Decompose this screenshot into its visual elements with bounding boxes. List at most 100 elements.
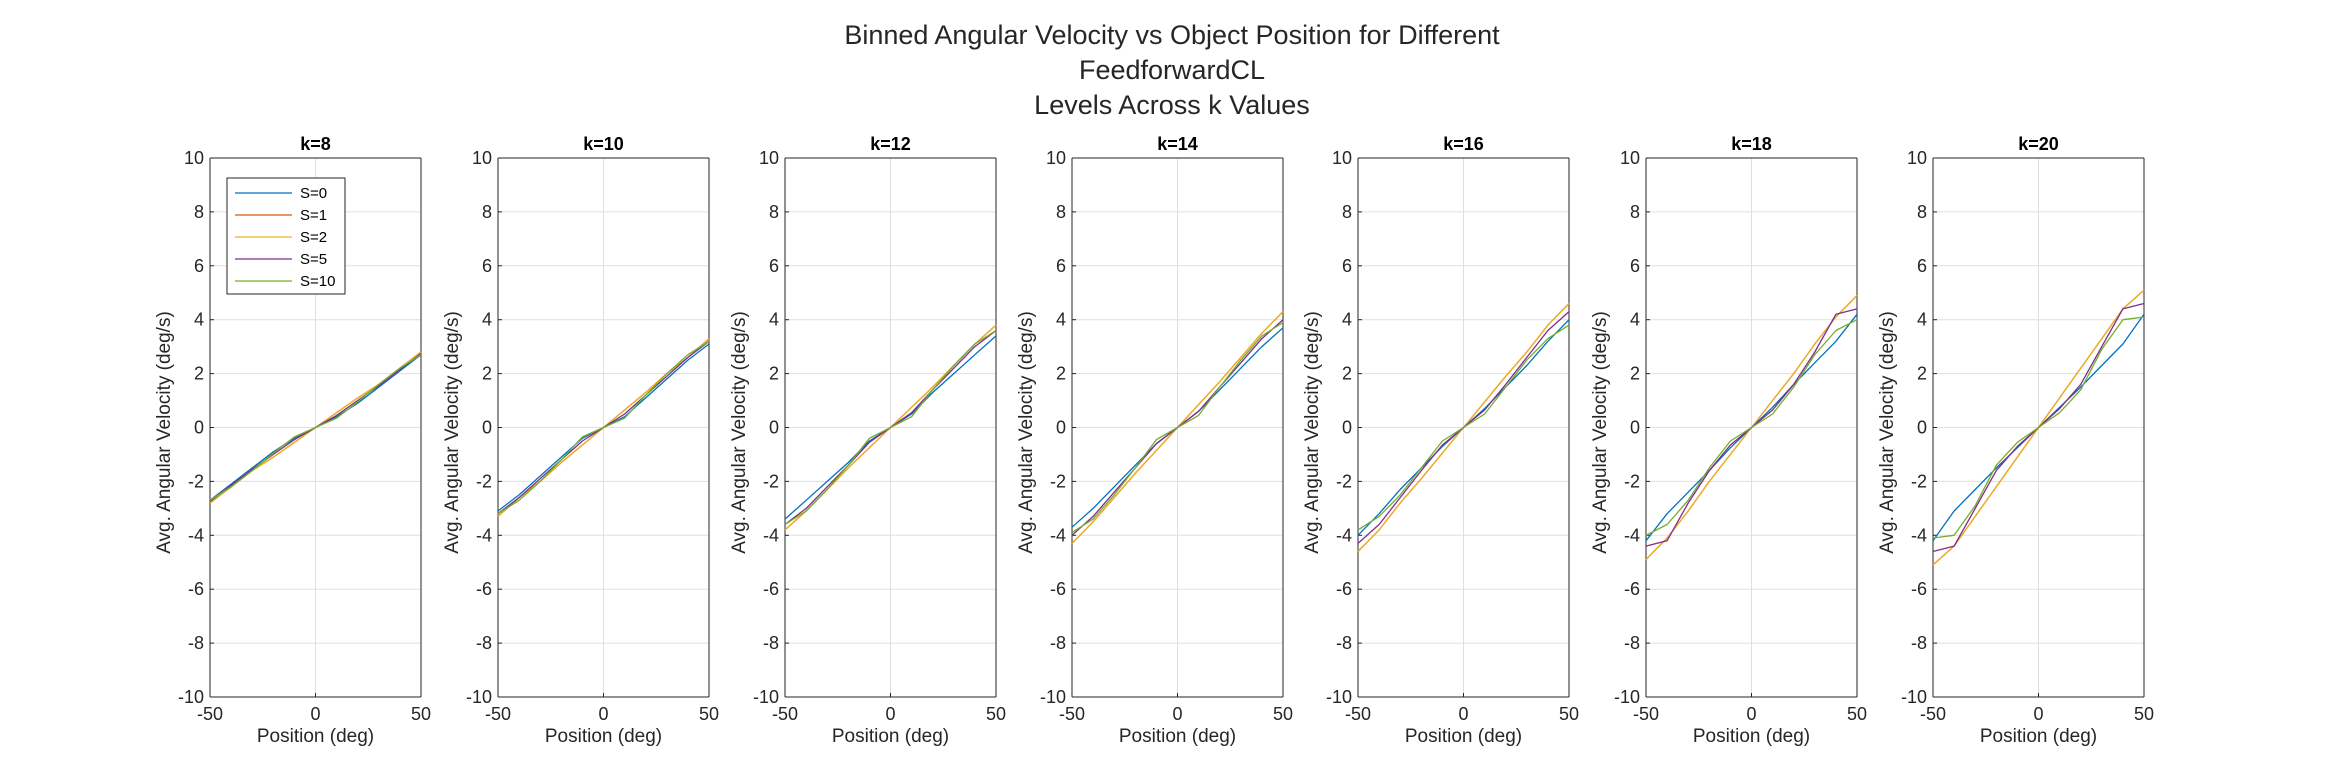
subplot-4: -10 -8 -6 -4 -2 0 2 4 6 8 10 -50 0 50 k=14 Position (de…: [1016, 134, 1293, 747]
subplot-7: -10 -8 -6 -4 -2 0 2 4 6 8 10 -50 0 50 k=20 Position (de…: [1877, 134, 2154, 747]
y-tick-label: -6: [1336, 579, 1352, 599]
y-axis-label: Avg. Angular Velocity (deg/s): [154, 311, 175, 554]
y-tick-label: 2: [482, 364, 492, 384]
y-tick-label: 8: [194, 202, 204, 222]
x-tick-label: -50: [1059, 704, 1085, 724]
series-line-s10: [209, 354, 422, 501]
y-tick-label: 10: [1907, 148, 1927, 168]
y-tick-label: -6: [763, 579, 779, 599]
y-tick-label: -4: [1624, 525, 1640, 545]
x-axis-label: Position (deg): [257, 726, 374, 747]
y-tick-label: -10: [1614, 687, 1640, 707]
y-tick-label: -2: [1624, 471, 1640, 491]
y-tick-label: 4: [194, 310, 204, 330]
y-tick-label: 4: [1056, 310, 1066, 330]
x-tick-label: -50: [197, 704, 223, 724]
y-tick-label: 0: [1342, 418, 1352, 438]
subplot-5: -10 -8 -6 -4 -2 0 2 4 6 8 10 -50 0 50 k=16 Position (de…: [1302, 134, 1579, 747]
y-tick-label: 2: [1630, 364, 1640, 384]
legend: S=0 S=1 S=2 S=5 S=10: [226, 177, 346, 295]
y-axis-label: Avg. Angular Velocity (deg/s): [729, 311, 750, 554]
x-tick-label: 50: [1273, 704, 1293, 724]
series-line-s10: [1932, 316, 2145, 539]
y-tick-label: -6: [1911, 579, 1927, 599]
subplot-title: k=10: [583, 134, 624, 154]
y-tick-label: 6: [1917, 256, 1927, 276]
x-axis-label: Position (deg): [1405, 726, 1522, 747]
series-line-s10: [1071, 321, 1284, 534]
y-tick-label: -10: [753, 687, 779, 707]
subplot-title: k=8: [300, 134, 331, 154]
y-tick-label: -8: [1336, 633, 1352, 653]
y-tick-label: -2: [476, 471, 492, 491]
legend-label: S=1: [300, 207, 327, 224]
y-tick-label: -4: [1050, 525, 1066, 545]
y-tick-label: 0: [769, 418, 779, 438]
legend-label: S=0: [300, 185, 327, 202]
x-tick-label: 50: [1559, 704, 1579, 724]
y-tick-label: 6: [1342, 256, 1352, 276]
subplot-title: k=14: [1157, 134, 1198, 154]
y-tick-label: -6: [476, 579, 492, 599]
series-line-s10: [784, 329, 997, 526]
y-tick-label: -6: [188, 579, 204, 599]
y-tick-label: 2: [1342, 364, 1352, 384]
legend-box: [226, 177, 346, 295]
x-tick-label: 0: [1458, 704, 1468, 724]
x-tick-label: 0: [1172, 704, 1182, 724]
y-tick-label: 8: [1630, 202, 1640, 222]
y-tick-label: 4: [769, 310, 779, 330]
y-tick-label: 0: [194, 418, 204, 438]
subplot-3: -10 -8 -6 -4 -2 0 2 4 6 8 10 -50 0 50 k=12 Position (de…: [729, 134, 1006, 747]
y-tick-label: 10: [759, 148, 779, 168]
y-tick-label: -8: [763, 633, 779, 653]
y-axis-label: Avg. Angular Velocity (deg/s): [1590, 311, 1611, 554]
x-tick-label: 0: [885, 704, 895, 724]
y-tick-label: 10: [1332, 148, 1352, 168]
x-tick-label: -50: [772, 704, 798, 724]
y-tick-label: 2: [1056, 364, 1066, 384]
x-tick-label: 0: [598, 704, 608, 724]
y-tick-label: -10: [1901, 687, 1927, 707]
figure-title: Binned Angular Velocity vs Object Positi…: [844, 20, 1500, 120]
y-tick-label: 6: [482, 256, 492, 276]
y-axis-label: Avg. Angular Velocity (deg/s): [1016, 311, 1037, 554]
x-tick-label: -50: [1920, 704, 1946, 724]
x-tick-label: 50: [2134, 704, 2154, 724]
subplot-title: k=16: [1443, 134, 1484, 154]
subplot-2: -10 -8 -6 -4 -2 0 2 4 6 8 10 -50 0 50 k=10 Position (de…: [442, 134, 719, 747]
y-tick-label: -10: [178, 687, 204, 707]
y-tick-label: 0: [1630, 418, 1640, 438]
figure-title-line-1: Binned Angular Velocity vs Object Positi…: [844, 20, 1500, 50]
legend-label: S=5: [300, 251, 327, 268]
y-tick-label: 2: [769, 364, 779, 384]
y-tick-label: -2: [1336, 471, 1352, 491]
x-tick-label: -50: [1633, 704, 1659, 724]
x-axis-label: Position (deg): [1119, 726, 1236, 747]
subplot-title: k=20: [2018, 134, 2059, 154]
x-axis-label: Position (deg): [832, 726, 949, 747]
legend-label: S=10: [300, 273, 335, 290]
y-tick-label: 6: [769, 256, 779, 276]
y-tick-label: -4: [476, 525, 492, 545]
y-tick-label: -8: [188, 633, 204, 653]
x-tick-label: 0: [1746, 704, 1756, 724]
y-tick-label: -4: [1911, 525, 1927, 545]
y-tick-label: 8: [1342, 202, 1352, 222]
y-tick-label: 8: [1917, 202, 1927, 222]
y-tick-label: -6: [1624, 579, 1640, 599]
x-tick-label: 0: [310, 704, 320, 724]
x-axis-label: Position (deg): [1693, 726, 1810, 747]
y-axis-label: Avg. Angular Velocity (deg/s): [442, 311, 463, 554]
y-tick-label: -4: [188, 525, 204, 545]
series-line-s10: [1645, 319, 1858, 536]
series-line-s10: [1357, 324, 1570, 531]
figure-title-line-2: FeedforwardCL: [1079, 55, 1265, 85]
y-tick-label: -10: [1040, 687, 1066, 707]
y-tick-label: 4: [482, 310, 492, 330]
y-tick-label: 0: [482, 418, 492, 438]
y-tick-label: -4: [1336, 525, 1352, 545]
y-tick-label: 2: [1917, 364, 1927, 384]
y-tick-label: 6: [1630, 256, 1640, 276]
